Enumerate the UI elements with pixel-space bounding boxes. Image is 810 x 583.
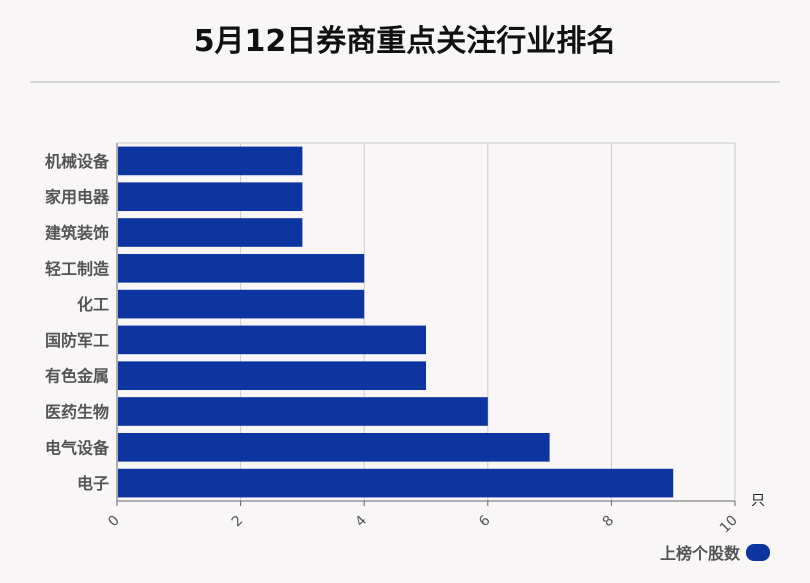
bar bbox=[118, 432, 550, 462]
x-tick-label: 6 bbox=[476, 512, 494, 530]
bar bbox=[118, 361, 426, 391]
category-label: 机械设备 bbox=[45, 152, 110, 171]
category-label: 家用电器 bbox=[45, 188, 110, 207]
category-label: 国防军工 bbox=[45, 331, 109, 350]
x-tick-label: 4 bbox=[352, 512, 370, 530]
bar bbox=[118, 218, 303, 247]
category-label: 有色金属 bbox=[45, 367, 109, 386]
title-divider bbox=[30, 81, 780, 83]
chart-title: 5月12日券商重点关注行业排名 bbox=[193, 24, 617, 59]
category-label: 电气设备 bbox=[45, 438, 110, 457]
category-label: 建筑装饰 bbox=[45, 224, 109, 243]
category-label: 化工 bbox=[77, 295, 109, 314]
bar bbox=[118, 325, 426, 355]
legend[interactable]: 上榜个股数 bbox=[660, 540, 770, 564]
x-unit-label: 只 bbox=[751, 493, 765, 509]
category-label: 医药生物 bbox=[45, 403, 109, 422]
legend-label: 上榜个股数 bbox=[659, 544, 740, 563]
x-tick-label: 8 bbox=[600, 513, 618, 531]
bar bbox=[118, 253, 365, 283]
x-tick-label: 0 bbox=[105, 513, 123, 531]
category-label: 电子 bbox=[77, 474, 109, 493]
x-tick-label: 10 bbox=[717, 513, 741, 537]
bar bbox=[118, 289, 365, 319]
x-tick-label: 2 bbox=[229, 513, 247, 531]
bar bbox=[118, 397, 488, 426]
bar bbox=[118, 182, 303, 212]
bar bbox=[118, 146, 303, 176]
category-label: 轻工制造 bbox=[45, 259, 110, 278]
legend-swatch bbox=[746, 543, 770, 561]
bar bbox=[118, 468, 674, 498]
